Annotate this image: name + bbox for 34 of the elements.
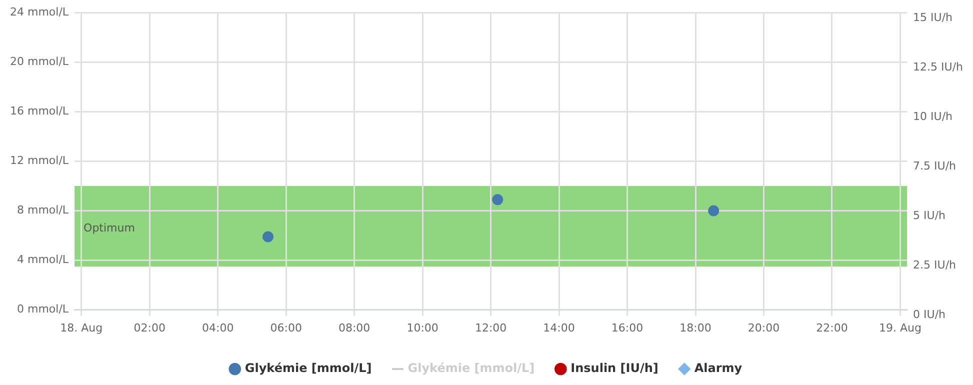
y-tick-label: 0 mmol/L	[17, 302, 70, 316]
x-tick-label: 06:00	[270, 321, 302, 334]
x-tick-label: 16:00	[611, 321, 644, 334]
x-tick-label: 08:00	[338, 321, 370, 334]
y-tick-label: 24 mmol/L	[10, 5, 70, 18]
legend-label: Glykémie [mmol/L]	[244, 361, 372, 376]
point	[708, 205, 720, 216]
point	[262, 231, 274, 242]
legend-label: Insulin [IU/h]	[570, 361, 658, 376]
x-tick-label: 18:00	[680, 321, 712, 334]
legend-label: Alarmy	[694, 361, 742, 376]
y2-tick-label: 0 IU/h	[913, 308, 946, 322]
y2-tick-label: 12.5 IU/h	[913, 60, 964, 74]
x-tick-label: 20:00	[748, 321, 780, 334]
point	[492, 194, 504, 206]
y2-tick-label: 15 IU/h	[913, 10, 953, 24]
y2-tick-label: 5 IU/h	[913, 209, 946, 222]
y-tick-label: 8 mmol/L	[17, 204, 70, 217]
y2-tick-label: 10 IU/h	[913, 110, 953, 124]
y-tick-label: 20 mmol/L	[10, 54, 70, 68]
y2-tick-label: 7.5 IU/h	[913, 160, 956, 173]
y-tick-label: 12 mmol/L	[10, 154, 70, 168]
x-tick-label: 18. Aug	[60, 321, 103, 334]
x-tick-label: 22:00	[816, 321, 848, 334]
x-tick-label: 10:00	[406, 321, 438, 334]
y-tick-label: 16 mmol/L	[10, 104, 70, 118]
band-label: Optimum	[84, 221, 135, 234]
y2-tick-label: 2.5 IU/h	[913, 258, 956, 272]
x-tick-label: 12:00	[474, 321, 507, 334]
y-tick-label: 4 mmol/L	[17, 253, 70, 266]
x-tick-label: 14:00	[543, 321, 575, 334]
x-tick-label: 02:00	[134, 321, 166, 334]
x-tick-label: 04:00	[202, 321, 234, 334]
x-tick-label: 19. Aug	[878, 321, 922, 334]
